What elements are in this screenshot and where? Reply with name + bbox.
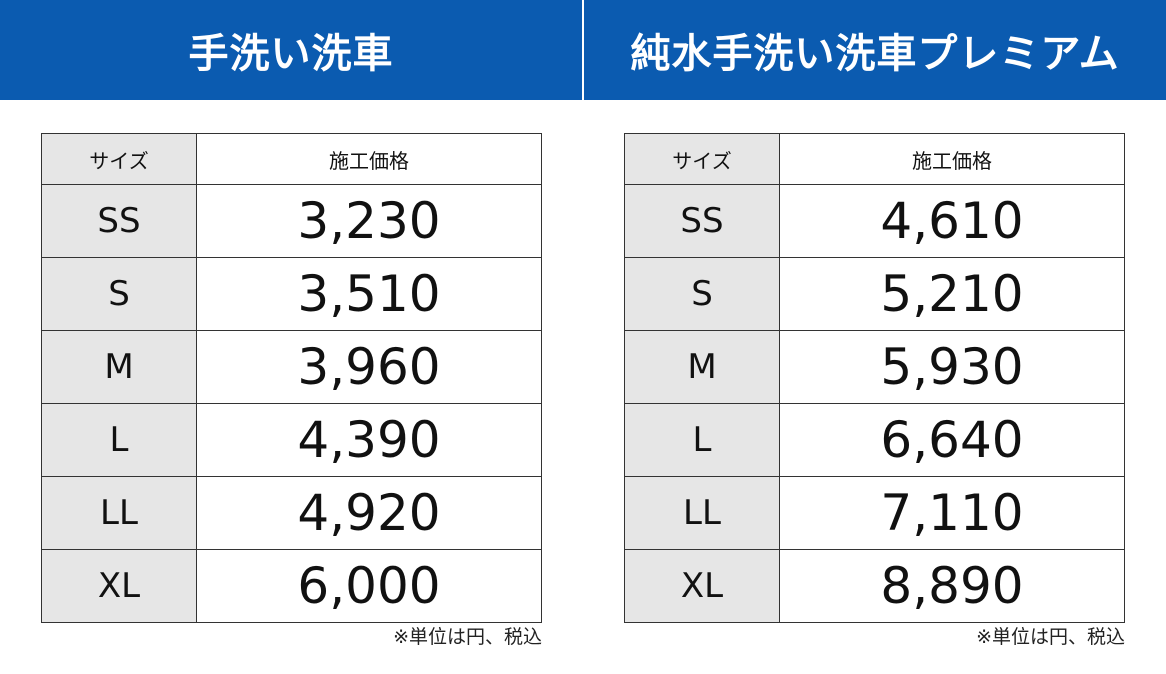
price-cell: 4,390	[196, 403, 542, 477]
panel-title: 手洗い洗車	[0, 0, 582, 100]
price-cell: 4,920	[196, 476, 542, 550]
price-cell: 8,890	[779, 549, 1125, 623]
panel-title: 純水手洗い洗車プレミアム	[584, 0, 1166, 100]
header-cell: 施工価格	[779, 133, 1125, 185]
row: S 3,510	[41, 257, 542, 331]
size-cell: XL	[41, 549, 197, 623]
row: L 4,390	[41, 403, 542, 477]
size-cell: L	[41, 403, 197, 477]
row: M 3,960	[41, 330, 542, 404]
size-cell: M	[41, 330, 197, 404]
price-cell: 3,230	[196, 184, 542, 258]
size-cell: XL	[624, 549, 780, 623]
row: L 6,640	[624, 403, 1125, 477]
row: XL 8,890	[624, 549, 1125, 623]
note: ※単位は円、税込	[976, 626, 1125, 648]
note: ※単位は円、税込	[393, 626, 542, 648]
row: LL 7,110	[624, 476, 1125, 550]
size-cell: LL	[41, 476, 197, 550]
price-cell: 3,510	[196, 257, 542, 331]
header-cell: サイズ	[624, 133, 780, 185]
header-cell: 施工価格	[196, 133, 542, 185]
price-cell: 5,930	[779, 330, 1125, 404]
size-cell: SS	[624, 184, 780, 258]
size-cell: SS	[41, 184, 197, 258]
price-cell: 3,960	[196, 330, 542, 404]
size-cell: M	[624, 330, 780, 404]
size-cell: S	[41, 257, 197, 331]
price-table: サイズ 施工価格 SS 4,610 S 5,210 M 5,930 L 6,640 LL 7,110 X…	[624, 133, 1125, 623]
size-cell: L	[624, 403, 780, 477]
price-cell: 7,110	[779, 476, 1125, 550]
price-cell: 6,000	[196, 549, 542, 623]
size-cell: LL	[624, 476, 780, 550]
row: SS 4,610	[624, 184, 1125, 258]
header-row: サイズ 施工価格	[41, 133, 542, 185]
row: M 5,930	[624, 330, 1125, 404]
row: SS 3,230	[41, 184, 542, 258]
price-cell: 5,210	[779, 257, 1125, 331]
size-cell: S	[624, 257, 780, 331]
row: S 5,210	[624, 257, 1125, 331]
row: XL 6,000	[41, 549, 542, 623]
header-cell: サイズ	[41, 133, 197, 185]
price-table: サイズ 施工価格 SS 3,230 S 3,510 M 3,960 L 4,390 LL 4,920 X…	[41, 133, 542, 623]
price-cell: 4,610	[779, 184, 1125, 258]
price-cell: 6,640	[779, 403, 1125, 477]
row: LL 4,920	[41, 476, 542, 550]
header-row: サイズ 施工価格	[624, 133, 1125, 185]
